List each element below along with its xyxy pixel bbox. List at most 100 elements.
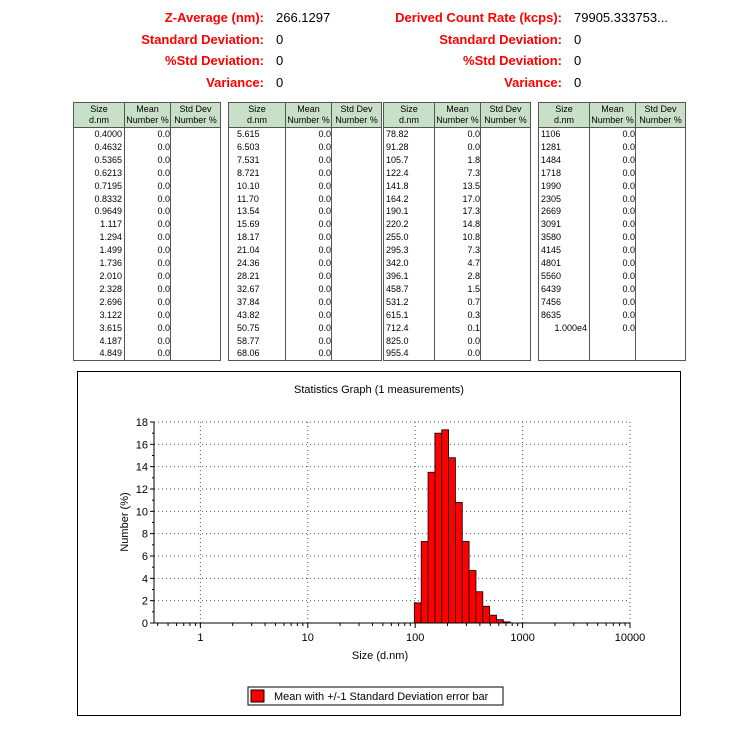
- size-cell: 0.4632: [73, 140, 125, 154]
- std-cell: [331, 166, 382, 180]
- histogram-bar: [441, 429, 449, 624]
- size-cell: 1718: [538, 166, 590, 180]
- std-cell: [170, 295, 221, 309]
- stat-label: %Std Deviation:: [463, 53, 562, 68]
- mean-cell: 0.0: [589, 295, 636, 309]
- size-cell: 0.5365: [73, 153, 125, 167]
- table-row: 2305 0.0: [538, 192, 686, 206]
- std-cell: [635, 321, 686, 335]
- size-cell: 1.000e4: [538, 321, 590, 335]
- table-row: 50.75 0.0: [228, 321, 382, 335]
- size-cell: 141.8: [383, 179, 435, 193]
- y-tick-label: 12: [136, 484, 148, 496]
- size-cell: 7456: [538, 295, 590, 309]
- stat-value: 0: [574, 31, 582, 47]
- stat-label: Standard Deviation:: [439, 31, 562, 47]
- std-cell: [635, 127, 686, 141]
- std-cell: [170, 334, 221, 348]
- std-cell: [480, 321, 531, 335]
- table-row: 8635 0.0: [538, 308, 686, 322]
- mean-cell: 0.0: [124, 192, 171, 206]
- size-cell: 458.7: [383, 282, 435, 296]
- y-tick-label: 16: [136, 439, 148, 451]
- header-line: Size: [90, 104, 108, 114]
- header-line: Number %: [436, 115, 479, 125]
- mean-cell: 0.0: [124, 334, 171, 348]
- table-row: 91.28 0.0: [383, 140, 531, 154]
- table-row: 18.17 0.0: [228, 231, 382, 245]
- size-table-2: Size d.nm Mean Number % Std Dev Number % 5.615…: [228, 102, 382, 362]
- std-cell: [331, 347, 382, 361]
- table-row: 220.2 14.8: [383, 218, 531, 232]
- mean-cell: 0.0: [285, 140, 332, 154]
- mean-cell: 0.0: [124, 179, 171, 193]
- std-cell: [170, 244, 221, 258]
- header-line: d.nm: [398, 115, 419, 125]
- table-row: 122.4 7.3: [383, 166, 531, 180]
- mean-cell: 0.0: [589, 321, 636, 335]
- mean-cell: 2.8: [434, 269, 481, 283]
- mean-cell: 0.0: [124, 231, 171, 245]
- histogram-bar: [482, 605, 491, 624]
- mean-cell: 0.0: [589, 166, 636, 180]
- mean-cell: 1.5: [434, 282, 481, 296]
- header-line: Std Dev: [340, 104, 373, 114]
- x-axis-label: Size (d.nm): [352, 650, 408, 662]
- size-cell: 3.615: [73, 321, 125, 335]
- size-cell: 2.010: [73, 269, 125, 283]
- mean-cell: 0.0: [434, 347, 481, 361]
- size-cell: 4.187: [73, 334, 125, 348]
- column-header-size: Size d.nm: [538, 102, 590, 128]
- mean-cell: 0.0: [124, 321, 171, 335]
- table-row: 615.1 0.3: [383, 308, 531, 322]
- column-header-mean: Mean Number %: [434, 102, 481, 128]
- size-cell: 531.2: [383, 295, 435, 309]
- size-cell: 1.736: [73, 257, 125, 270]
- size-cell: 0.6213: [73, 166, 125, 180]
- std-cell: [635, 166, 686, 180]
- histogram-bar: [413, 602, 422, 624]
- header-line: d.nm: [88, 115, 109, 125]
- histogram-bar: [489, 614, 497, 624]
- table-row: 712.4 0.1: [383, 321, 531, 335]
- size-cell: 8.721: [228, 166, 286, 180]
- mean-cell: 0.0: [124, 244, 171, 258]
- size-cell: 0.8332: [73, 192, 125, 206]
- histogram-bar: [496, 619, 504, 624]
- table-row: 8.721 0.0: [228, 166, 382, 180]
- std-cell: [170, 140, 221, 154]
- stat-value: 0: [276, 74, 284, 90]
- std-cell: [635, 231, 686, 245]
- std-cell: [170, 231, 221, 245]
- mean-cell: 0.0: [124, 140, 171, 154]
- mean-cell: 0.0: [124, 153, 171, 167]
- size-cell: 3091: [538, 218, 590, 232]
- mean-cell: 0.0: [589, 257, 636, 270]
- mean-cell: 0.0: [285, 282, 332, 296]
- table-row: 4.849 0.0: [73, 347, 221, 361]
- size-cell: 2.328: [73, 282, 125, 296]
- mean-cell: 0.0: [589, 269, 636, 283]
- std-cell: [170, 127, 221, 141]
- x-tick-label: 10000: [615, 632, 646, 644]
- x-tick-label: 10: [302, 632, 314, 644]
- column-header-std: Std Dev Number %: [635, 102, 686, 128]
- mean-cell: 0.0: [285, 192, 332, 206]
- std-cell: [331, 205, 382, 219]
- header-line: Mean: [297, 104, 320, 114]
- table-row: 15.69 0.0: [228, 218, 382, 232]
- mean-cell: 0.0: [285, 205, 332, 219]
- mean-cell: 0.0: [285, 231, 332, 245]
- header-line: Number %: [639, 115, 682, 125]
- header-line: d.nm: [246, 115, 267, 125]
- header-line: Mean: [446, 104, 469, 114]
- stat-value: 0: [276, 31, 284, 47]
- table-row: 78.82 0.0: [383, 127, 531, 141]
- table-row: 164.2 17.0: [383, 192, 531, 206]
- size-cell: 91.28: [383, 140, 435, 154]
- std-cell: [480, 269, 531, 283]
- mean-cell: 0.0: [124, 295, 171, 309]
- std-cell: [170, 269, 221, 283]
- std-cell: [331, 269, 382, 283]
- mean-cell: [589, 347, 636, 361]
